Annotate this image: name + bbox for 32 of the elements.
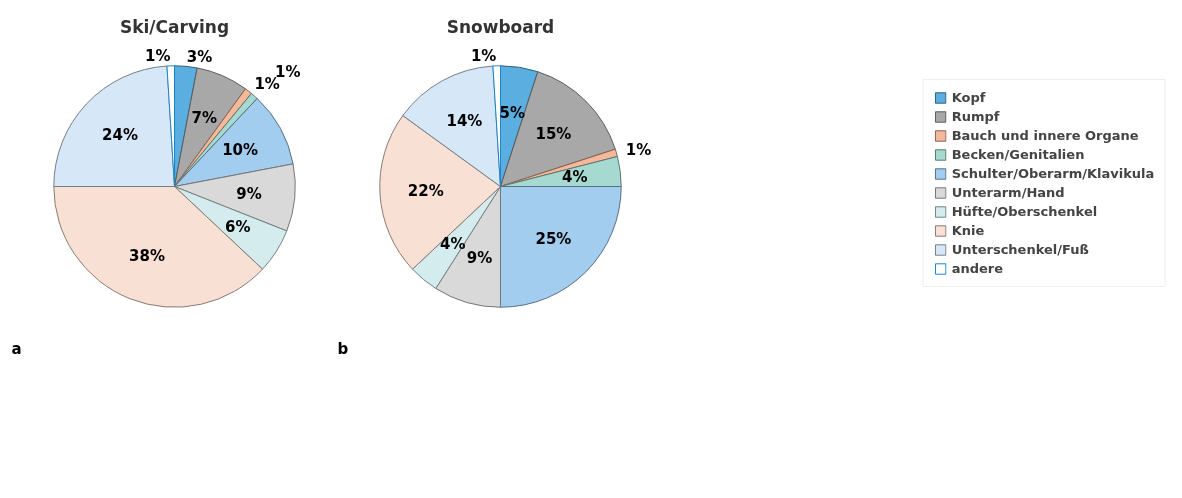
data-label: 9% (236, 184, 262, 203)
data-label: 6% (224, 217, 251, 236)
data-label: 1% (470, 47, 497, 66)
data-label: 24% (102, 126, 138, 145)
legend-label: andere (951, 261, 1004, 276)
data-label: 1% (625, 141, 652, 160)
data-label: 14% (446, 111, 483, 130)
legend-label: Rumpf (951, 109, 1000, 124)
chart-title: Snowboard (446, 17, 555, 38)
chart-title: Ski/Carving (119, 17, 230, 38)
legend-label: Bauch und innere Organe (951, 128, 1139, 143)
data-label: 10% (222, 141, 259, 160)
data-label: 7% (191, 108, 217, 127)
data-label: 4% (562, 168, 588, 187)
data-label: 4% (440, 235, 466, 254)
legend-label: Unterarm/Hand (951, 185, 1065, 200)
data-label: 1% (144, 47, 171, 66)
legend-label: Knie (951, 223, 985, 238)
data-label: 25% (535, 230, 572, 249)
data-label: 3% (186, 47, 213, 66)
data-label: 22% (407, 182, 444, 201)
legend-label: Schulter/Oberarm/Klavikula (951, 166, 1155, 181)
text: b (337, 339, 349, 358)
data-label: 5% (499, 103, 525, 122)
text: a (11, 339, 22, 358)
legend-label: Kopf (951, 90, 986, 105)
legend-label: Becken/Genitalien (951, 147, 1085, 162)
legend-label: Unterschenkel/Fuß (951, 242, 1089, 257)
data-label: 38% (129, 247, 165, 266)
data-label: 9% (466, 249, 493, 268)
data-label: 15% (535, 124, 572, 143)
legend-label: Hüfte/Oberschenkel (951, 204, 1098, 219)
